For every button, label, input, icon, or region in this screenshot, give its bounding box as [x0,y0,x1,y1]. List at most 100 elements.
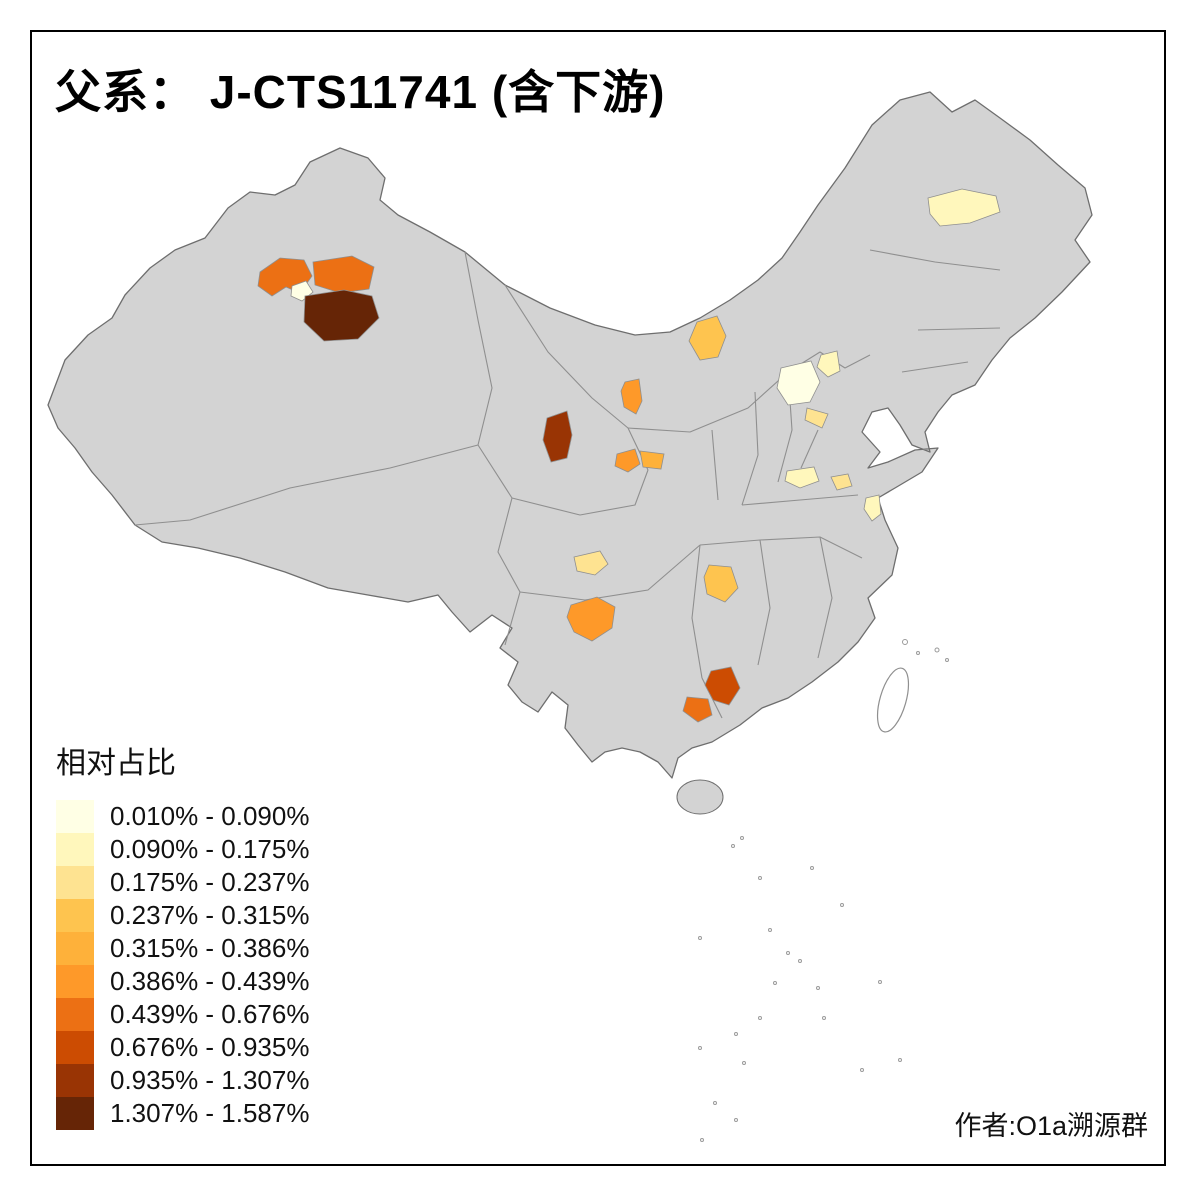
map-region-gansu-east-patch [639,450,665,470]
map-title: 父系： J-CTS11741 (含下游) [55,66,666,118]
legend-color-swatch [56,833,94,866]
province-border-line [699,536,863,559]
legend-range-label: 0.386% - 0.439% [110,966,310,996]
sea-islet [700,1138,704,1142]
sea-islet [713,1101,717,1105]
legend-row: 0.315% - 0.386% [56,932,309,965]
map-region-henan-east-patch [830,473,853,491]
province-border-line [917,327,1001,331]
sea-islet [840,903,844,907]
sea-islet [734,1118,738,1122]
sea-islet [916,651,920,655]
sea-islet [758,876,762,880]
sea-islet [742,1061,746,1065]
legend-rows: 0.010% - 0.090% 0.090% - 0.175% 0.175% - 0… [56,800,309,1130]
sea-islet [816,986,820,990]
legend-color-swatch [56,800,94,833]
legend-row: 0.010% - 0.090% [56,800,309,833]
map-region-hunan-west-patch [703,564,739,603]
legend-range-label: 0.175% - 0.237% [110,867,310,897]
legend-range-label: 0.090% - 0.175% [110,834,310,864]
sea-islet [758,1016,762,1020]
legend-row: 0.237% - 0.315% [56,899,309,932]
legend-range-label: 0.237% - 0.315% [110,900,310,930]
legend-row: 0.090% - 0.175% [56,833,309,866]
map-region-yunnan-north-patch [566,596,616,642]
map-region-qinghai-patch [542,410,573,463]
legend-row: 0.386% - 0.439% [56,965,309,998]
legend-color-swatch [56,1064,94,1097]
hainan-island [676,779,724,815]
sea-islet [798,959,802,963]
sea-islet [786,951,790,955]
legend-color-swatch [56,965,94,998]
legend-row: 0.676% - 0.935% [56,1031,309,1064]
map-region-north-xinjiang-dark [303,289,380,342]
legend-range-label: 0.676% - 0.935% [110,1032,310,1062]
province-border-line [817,536,833,659]
province-border-line [691,544,703,679]
province-border-line [741,494,859,506]
sea-islet [822,1016,826,1020]
legend-color-swatch [56,998,94,1031]
legend-range-label: 0.315% - 0.386% [110,933,310,963]
sea-islet [740,836,744,840]
map-region-inner-mongolia-patch [688,315,727,361]
legend-row: 0.175% - 0.237% [56,866,309,899]
map-region-beijing-patch [816,350,841,378]
legend-range-label: 0.439% - 0.676% [110,999,310,1029]
map-region-gansu-west-patch [614,448,641,473]
sea-islet [934,647,940,653]
sea-islet [810,866,814,870]
map-region-heilongjiang-patch [927,188,1001,227]
legend-row: 0.935% - 1.307% [56,1064,309,1097]
sea-islet [698,1046,702,1050]
legend-color-swatch [56,866,94,899]
province-border-line [711,429,719,501]
sea-islet [768,928,772,932]
map-region-shandong-west-patch [804,407,829,429]
sea-islet [698,936,702,940]
author-credit: 作者:O1a溯源群 [954,1111,1148,1141]
sea-islet [860,1068,864,1072]
province-border-line [757,539,771,666]
legend-color-swatch [56,932,94,965]
province-border-line [504,284,649,471]
legend-color-swatch [56,899,94,932]
sea-islet [773,981,777,985]
legend: 相对占比 0.010% - 0.090% 0.090% - 0.175% 0.175… [56,738,309,1130]
map-region-ningxia-patch [620,378,643,415]
province-border-line [464,251,493,446]
taiwan-island [876,667,910,733]
map-region-north-xinjiang-east [312,255,375,294]
province-border-line [901,361,969,373]
legend-row: 0.439% - 0.676% [56,998,309,1031]
province-border-line [477,444,521,646]
map-region-guangxi-central-patch [682,696,713,723]
legend-title: 相对占比 [56,747,176,780]
province-border-line [741,391,759,506]
map-region-guangxi-northeast-patch [704,666,741,706]
map-region-henan-patch [784,466,820,489]
province-border-line [800,429,819,469]
legend-color-swatch [56,1031,94,1064]
legend-range-label: 1.307% - 1.587% [110,1098,310,1128]
province-border-line [511,469,649,516]
map-region-sichuan-patch [573,550,609,576]
sea-islet [731,844,735,848]
province-border-line [519,544,701,601]
sea-islet [945,658,949,662]
legend-range-label: 0.010% - 0.090% [110,801,310,831]
map-region-jiangsu-patch [863,494,882,522]
sea-islet [902,639,908,645]
sea-islet [734,1032,738,1036]
sea-islet [898,1058,902,1062]
map-region-hebei-patch [776,360,821,406]
province-border-line [869,249,1001,271]
legend-range-label: 0.935% - 1.307% [110,1065,310,1095]
legend-color-swatch [56,1097,94,1130]
province-border-line [134,444,479,526]
legend-row: 1.307% - 1.587% [56,1097,309,1130]
